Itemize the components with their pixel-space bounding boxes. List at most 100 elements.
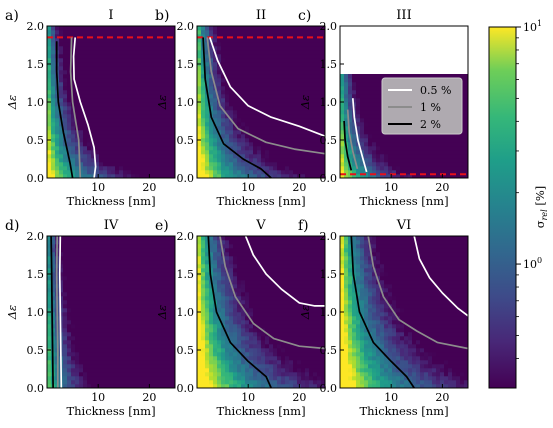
- heatmap-cell: [91, 336, 96, 341]
- heatmap-cell: [91, 292, 96, 297]
- heatmap-cell: [99, 154, 104, 159]
- heatmap-cell: [75, 312, 80, 317]
- heatmap-cell: [63, 134, 68, 139]
- heatmap-cell: [269, 94, 274, 99]
- heatmap-cell: [159, 134, 164, 139]
- heatmap-cell: [213, 240, 218, 245]
- heatmap-cell: [436, 154, 441, 159]
- heatmap-cell: [75, 62, 80, 67]
- heatmap-cell: [155, 268, 160, 273]
- heatmap-cell: [171, 236, 176, 241]
- heatmap-cell: [47, 70, 52, 75]
- heatmap-cell: [83, 288, 88, 293]
- heatmap-cell: [384, 134, 389, 139]
- heatmap-cell: [71, 26, 76, 31]
- heatmap-cell: [95, 304, 100, 309]
- heatmap-cell: [221, 296, 226, 301]
- heatmap-cell: [67, 280, 72, 285]
- heatmap-cell: [197, 98, 202, 103]
- heatmap-cell: [197, 46, 202, 51]
- heatmap-cell: [297, 130, 302, 135]
- heatmap-cell: [209, 82, 214, 87]
- heatmap-cell: [103, 304, 108, 309]
- heatmap-cell: [464, 110, 469, 115]
- heatmap-cell: [285, 78, 290, 83]
- heatmap-cell: [123, 352, 128, 357]
- heatmap-cell: [103, 70, 108, 75]
- heatmap-cell: [197, 268, 202, 273]
- heatmap-cell: [103, 86, 108, 91]
- heatmap-cell: [321, 174, 326, 179]
- heatmap-cell: [75, 296, 80, 301]
- heatmap-cell: [59, 158, 64, 163]
- heatmap-cell: [257, 130, 262, 135]
- heatmap-cell: [209, 256, 214, 261]
- heatmap-cell: [71, 296, 76, 301]
- heatmap-cell: [159, 98, 164, 103]
- heatmap-cell: [95, 284, 100, 289]
- heatmap-cell: [237, 324, 242, 329]
- heatmap-cell: [225, 264, 230, 269]
- heatmap-cell: [163, 336, 168, 341]
- heatmap-cell: [143, 154, 148, 159]
- heatmap-cell: [428, 162, 433, 167]
- heatmap-cell: [135, 30, 140, 35]
- heatmap-cell: [217, 236, 222, 241]
- heatmap-cell: [143, 256, 148, 261]
- heatmap-cell: [87, 256, 92, 261]
- heatmap-cell: [111, 150, 116, 155]
- heatmap-cell: [127, 134, 132, 139]
- heatmap-cell: [205, 244, 210, 249]
- heatmap-cell: [171, 284, 176, 289]
- heatmap-cell: [225, 240, 230, 245]
- heatmap-cell: [301, 106, 306, 111]
- heatmap-cell: [209, 90, 214, 95]
- heatmap-cell: [249, 38, 254, 43]
- heatmap-cell: [456, 170, 461, 175]
- heatmap-cell: [444, 142, 449, 147]
- heatmap-cell: [63, 236, 68, 241]
- heatmap-cell: [111, 376, 116, 381]
- heatmap-cell: [396, 150, 401, 155]
- heatmap-cell: [241, 158, 246, 163]
- heatmap-cell: [364, 122, 369, 127]
- heatmap-cell: [151, 368, 156, 373]
- heatmap-cell: [167, 46, 172, 51]
- heatmap-cell: [205, 260, 210, 265]
- heatmap-cell: [91, 134, 96, 139]
- panel-label: a): [5, 8, 19, 24]
- y-tick-label: 1.0: [177, 96, 195, 109]
- heatmap-cell: [317, 138, 322, 143]
- heatmap-cell: [143, 336, 148, 341]
- contour-3: [343, 120, 353, 171]
- heatmap-cell: [91, 126, 96, 131]
- heatmap-cell: [201, 62, 206, 67]
- legend: 0.5 %1 %2 %: [381, 77, 463, 135]
- heatmap-cell: [205, 360, 210, 365]
- heatmap-cell: [321, 158, 326, 163]
- heatmap-cell: [265, 134, 270, 139]
- heatmap-cell: [217, 30, 222, 35]
- heatmap-cell: [67, 134, 72, 139]
- heatmap-cell: [47, 130, 52, 135]
- heatmap-cell: [301, 74, 306, 79]
- heatmap-cell: [71, 304, 76, 309]
- heatmap-cell: [197, 296, 202, 301]
- heatmap-cell: [221, 268, 226, 273]
- heatmap-cell: [71, 288, 76, 293]
- heatmap-cell: [111, 134, 116, 139]
- heatmap-cell: [127, 170, 132, 175]
- heatmap-cell: [249, 142, 254, 147]
- heatmap-cell: [59, 300, 64, 305]
- heatmap-cell: [237, 304, 242, 309]
- heatmap-cell: [167, 384, 172, 389]
- heatmap-cell: [135, 130, 140, 135]
- heatmap-cell: [91, 174, 96, 179]
- heatmap-cell: [372, 94, 377, 99]
- heatmap-cell: [424, 134, 429, 139]
- heatmap-cell: [201, 134, 206, 139]
- heatmap-cell: [103, 74, 108, 79]
- heatmap-cell: [111, 138, 116, 143]
- heatmap-cell: [151, 150, 156, 155]
